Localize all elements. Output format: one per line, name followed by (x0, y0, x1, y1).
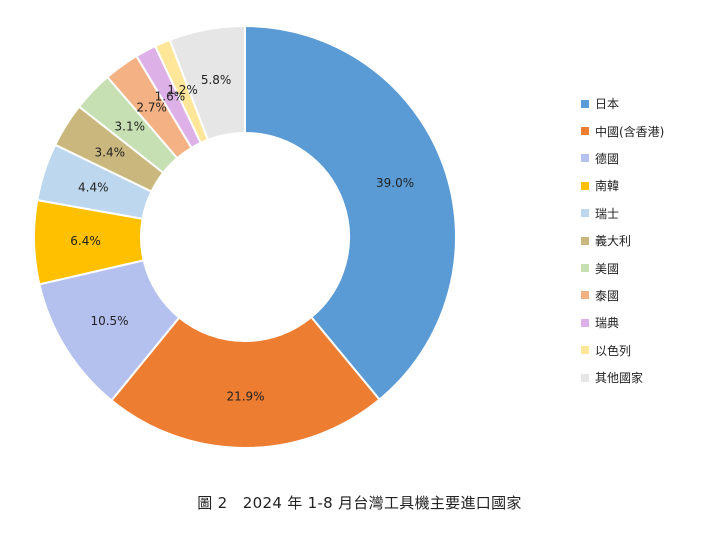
slice-label-0: 39.0% (376, 176, 414, 190)
legend-swatch (581, 209, 589, 218)
legend-label: 泰國 (595, 288, 620, 303)
slice-label-2: 10.5% (90, 314, 128, 328)
slice-10 (168, 24, 246, 142)
slice-label-10: 5.8% (201, 73, 232, 87)
legend-label: 美國 (595, 261, 620, 276)
legend-item: 其他國家 (581, 364, 711, 391)
legend-swatch (581, 236, 589, 245)
legend-item: 南韓 (581, 172, 711, 199)
legend-label: 瑞士 (595, 206, 620, 221)
donut-slices (33, 24, 457, 449)
chart-area: 39.0% 21.9% 10.5% 6.4% 4.4% 3.4% 3.1% 2.7% 1.6% 1… (33, 24, 711, 449)
legend-swatch (581, 346, 589, 355)
figure-caption: 圖 2 2024 年 1-8 月台灣工具機主要進口國家 (197, 494, 522, 512)
slice-label-3: 6.4% (70, 234, 101, 248)
legend-item: 瑞士 (581, 200, 711, 227)
legend-label: 中國(含香港) (595, 124, 665, 139)
legend-label: 日本 (595, 97, 620, 112)
legend-item: 中國(含香港) (581, 117, 711, 144)
legend-swatch (581, 318, 589, 327)
slice-label-7: 2.7% (136, 101, 167, 115)
slice-label-8: 1.6% (155, 89, 186, 103)
legend-swatch (581, 373, 589, 382)
legend-item: 以色列 (581, 337, 711, 364)
legend-label: 南韓 (595, 179, 620, 194)
donut-labels: 39.0% 21.9% 10.5% 6.4% 4.4% 3.4% 3.1% 2.7%1.6%1… (70, 73, 414, 403)
legend-item: 義大利 (581, 227, 711, 254)
slice-0 (244, 24, 457, 401)
slice-1 (110, 315, 381, 449)
legend-item: 日本 (581, 90, 711, 117)
legend-label: 瑞典 (595, 316, 620, 331)
legend-label: 以色列 (595, 343, 632, 358)
legend-item: 泰國 (581, 282, 711, 309)
donut-chart: 39.0% 21.9% 10.5% 6.4% 4.4% 3.4% 3.1% 2.7%1.6%1… (33, 24, 457, 449)
legend-label: 其他國家 (595, 371, 644, 386)
legend-swatch (581, 127, 589, 136)
legend-swatch (581, 291, 589, 300)
legend-label: 義大利 (595, 234, 632, 249)
legend-swatch (581, 99, 589, 108)
legend: 日本中國(含香港) 德國南韓瑞士義大利美國泰國瑞典以色列其他國家 (581, 90, 711, 391)
legend-item: 瑞典 (581, 309, 711, 336)
slice-label-1: 21.9% (226, 389, 264, 403)
slice-label-5: 3.4% (95, 145, 126, 159)
slice-label-4: 4.4% (78, 181, 109, 195)
slice-label-9: 1.2% (167, 83, 198, 97)
legend-label: 德國 (595, 151, 620, 166)
legend-swatch (581, 154, 589, 163)
slice-label-6: 3.1% (115, 120, 146, 134)
legend-swatch (581, 181, 589, 190)
legend-item: 美國 (581, 254, 711, 281)
legend-swatch (581, 264, 589, 273)
legend-item: 德國 (581, 145, 711, 172)
